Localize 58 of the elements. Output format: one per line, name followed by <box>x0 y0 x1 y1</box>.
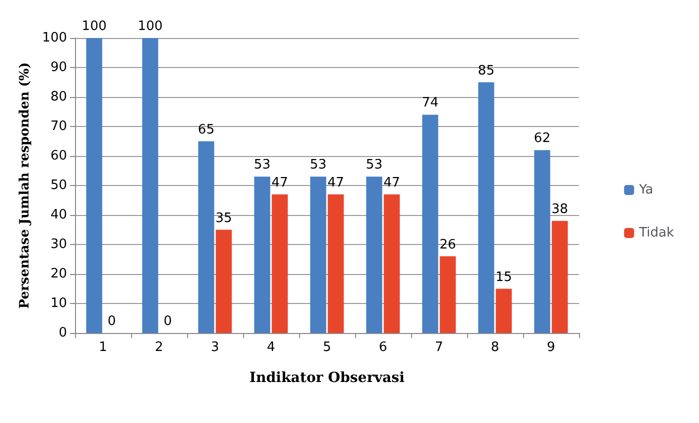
y-tick-label: 70 <box>50 119 67 134</box>
y-tick-label: 20 <box>50 266 67 282</box>
y-tick-label: 90 <box>50 60 67 75</box>
bar <box>534 150 550 333</box>
y-tick-label: 0 <box>58 326 67 340</box>
data-label: 74 <box>422 96 438 111</box>
bar <box>422 114 438 333</box>
x-tick-label: 1 <box>98 340 108 355</box>
bar <box>328 194 344 333</box>
x-axis-title: Indikator Observasi <box>249 370 405 386</box>
x-tick-label: 5 <box>322 340 332 355</box>
bar <box>254 176 270 333</box>
bar <box>272 194 288 333</box>
data-label: 47 <box>384 175 400 190</box>
bar <box>86 38 102 333</box>
data-label: 15 <box>496 270 512 285</box>
bar <box>384 194 400 333</box>
data-label: 47 <box>328 175 344 190</box>
data-label: 0 <box>108 314 116 329</box>
bar <box>478 82 494 333</box>
bar <box>198 141 214 333</box>
bar <box>496 288 512 333</box>
data-label: 53 <box>310 158 326 173</box>
data-label: 85 <box>478 63 494 78</box>
data-label: 38 <box>552 202 568 217</box>
y-tick-label: 40 <box>50 208 67 222</box>
data-label: 100 <box>82 19 107 34</box>
data-label: 100 <box>138 19 163 34</box>
y-tick-label: 60 <box>50 148 67 164</box>
data-label: 0 <box>164 314 172 329</box>
bar <box>310 176 326 333</box>
y-axis-title: Persentase Jumlah responden (%) <box>17 62 32 309</box>
y-tick-label: 80 <box>50 90 67 104</box>
y-tick-label: 100 <box>42 30 67 46</box>
y-tick-label: 50 <box>50 178 67 193</box>
data-label: 35 <box>216 210 232 226</box>
y-tick-label: 30 <box>50 237 67 252</box>
bar <box>142 38 158 333</box>
data-label: 65 <box>198 122 214 138</box>
x-tick-label: 8 <box>490 340 500 355</box>
data-label: 53 <box>366 158 382 173</box>
x-tick-label: 2 <box>154 340 164 355</box>
x-tick-label: 6 <box>378 340 388 355</box>
bar <box>366 176 382 333</box>
data-label: 53 <box>254 158 270 173</box>
y-tick-label: 10 <box>50 296 67 311</box>
bar <box>216 230 232 333</box>
x-tick-label: 7 <box>434 340 444 355</box>
x-tick-label: 3 <box>210 340 220 355</box>
data-label: 62 <box>534 131 550 146</box>
data-label: 26 <box>440 237 456 252</box>
x-tick-label: 4 <box>266 340 276 355</box>
bar <box>440 256 456 333</box>
x-tick-label: 9 <box>546 340 556 355</box>
data-label: 47 <box>272 175 288 190</box>
legend-label: Tidak <box>638 226 674 240</box>
legend-label: Ya <box>638 182 654 198</box>
bar <box>552 220 568 333</box>
